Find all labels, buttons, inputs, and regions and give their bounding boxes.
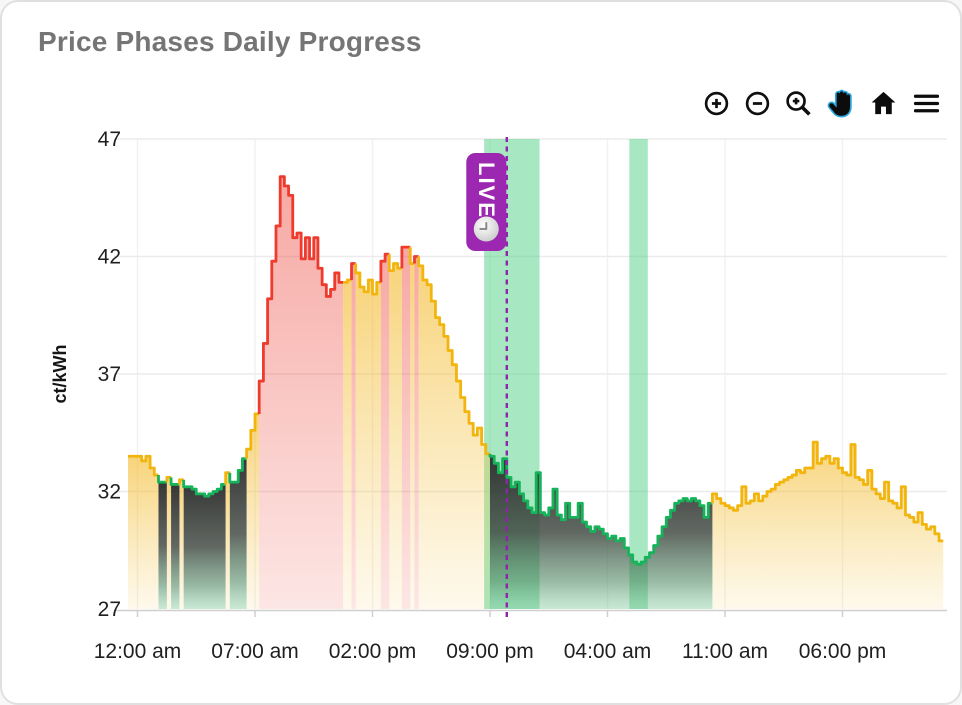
live-badge: LIVE (466, 153, 507, 251)
zoom-in-icon (704, 91, 729, 116)
svg-text:12:00 am: 12:00 am (94, 640, 182, 663)
chart-toolbar (700, 86, 944, 121)
svg-text:02:00 pm: 02:00 pm (329, 640, 417, 663)
menu-button[interactable] (909, 86, 944, 121)
svg-text:07:00 am: 07:00 am (211, 640, 299, 663)
price-step-line (128, 175, 944, 566)
svg-text:47: 47 (98, 128, 121, 151)
svg-text:11:00 am: 11:00 am (682, 640, 768, 663)
reset-view-button[interactable] (866, 86, 901, 121)
svg-text:42: 42 (98, 246, 121, 269)
magnifier-plus-icon (786, 91, 811, 116)
svg-text:37: 37 (98, 363, 121, 386)
hamburger-menu-icon (913, 94, 940, 113)
zoom-out-icon (745, 91, 770, 116)
svg-text:32: 32 (98, 481, 121, 504)
x-axis (114, 609, 947, 617)
zoom-out-button[interactable] (741, 87, 774, 120)
svg-text:09:00 pm: 09:00 pm (446, 640, 534, 663)
live-badge-label: LIVE (474, 162, 499, 219)
y-axis-labels: 27 32 37 42 47 (98, 128, 121, 621)
y-axis-title: ct/kWh (50, 344, 70, 403)
price-phase-fills (128, 176, 944, 609)
cheap-window-band (629, 139, 648, 609)
hand-icon (827, 89, 852, 118)
home-icon (871, 91, 896, 115)
pan-button[interactable] (823, 86, 858, 121)
svg-text:06:00 pm: 06:00 pm (799, 640, 887, 663)
x-axis-labels: 12:00 am 07:00 am 02:00 pm 09:00 pm 04:00 am… (94, 640, 887, 663)
box-zoom-button[interactable] (782, 87, 815, 120)
zoom-in-button[interactable] (700, 87, 733, 120)
page-title: Price Phases Daily Progress (38, 26, 422, 57)
svg-text:04:00 am: 04:00 am (564, 640, 652, 663)
svg-text:27: 27 (98, 598, 121, 621)
